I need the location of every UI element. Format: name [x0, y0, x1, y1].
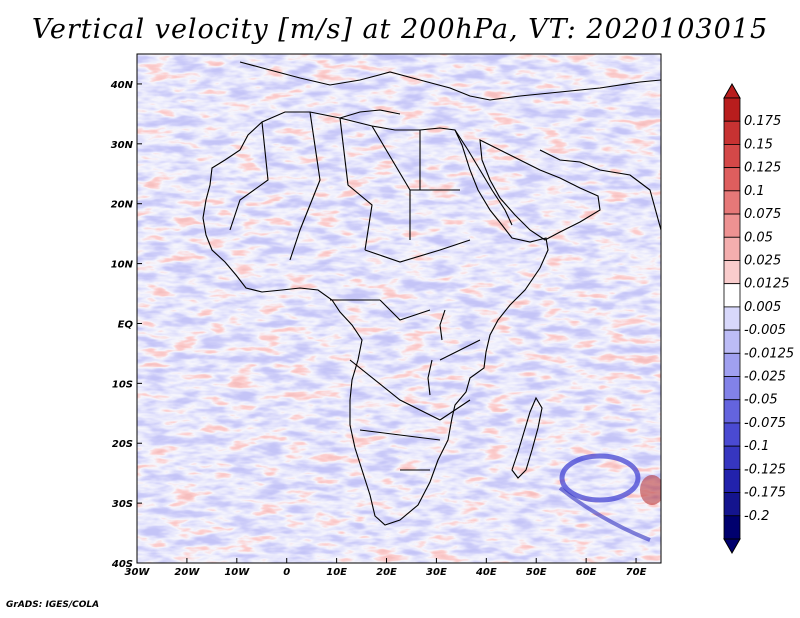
lat-label: 20S — [112, 439, 133, 450]
lat-label: 40N — [110, 80, 134, 91]
colorbar-label: 0.15 — [744, 137, 773, 152]
lat-label: 10S — [112, 379, 133, 390]
colorbar-swatch — [723, 445, 741, 470]
colorbar-swatch — [723, 515, 741, 540]
colorbar-label: -0.075 — [744, 416, 786, 431]
colorbar-swatch — [723, 376, 741, 401]
colorbar-swatch — [723, 422, 741, 447]
colorbar-label: -0.2 — [744, 509, 769, 524]
lon-label: 30W — [125, 567, 151, 578]
colorbar-swatch — [723, 468, 741, 493]
colorbar-swatch — [723, 329, 741, 354]
colorbar-label: -0.0125 — [744, 346, 794, 361]
lon-label: 60E — [576, 567, 597, 578]
colorbar-label: 0.1 — [744, 184, 765, 199]
lon-label: 30E — [426, 567, 447, 578]
grads-footer: GrADS: IGES/COLA — [6, 600, 100, 610]
colorbar-label: -0.025 — [744, 370, 786, 385]
colorbar: 0.175 0.15 0.125 0.1 0.075 0.05 0.025 0.0125 0.0… — [723, 82, 794, 555]
colorbar-label: 0.125 — [744, 161, 781, 176]
colorbar-label: -0.1 — [744, 439, 769, 454]
colorbar-swatch — [723, 167, 741, 192]
coastlines — [202, 61, 661, 526]
lon-label: 20W — [174, 567, 200, 578]
lon-label: 20E — [376, 567, 397, 578]
plot-frame — [136, 53, 662, 564]
lon-label: 10E — [326, 567, 347, 578]
colorbar-label: 0.05 — [744, 230, 773, 245]
lat-label: 30S — [112, 499, 133, 510]
velocity-field — [137, 54, 661, 563]
colorbar-swatch — [723, 352, 741, 377]
colorbar-bottom-arrow — [723, 538, 741, 555]
lat-label: 40S — [111, 559, 133, 570]
colorbar-swatch — [723, 120, 741, 145]
colorbar-label: -0.175 — [744, 486, 786, 501]
colorbar-swatch — [723, 236, 741, 261]
lon-label: 50E — [526, 567, 547, 578]
colorbar-swatch — [723, 144, 741, 169]
map-title: Vertical velocity [m/s] at 200hPa, VT: 2… — [31, 14, 769, 45]
lat-label: EQ — [118, 319, 134, 330]
colorbar-swatch — [723, 97, 741, 122]
colorbar-swatch — [723, 260, 741, 285]
lon-label: 10W — [224, 567, 250, 578]
colorbar-label: 0.175 — [744, 114, 781, 129]
colorbar-swatch — [723, 213, 741, 238]
map-axes: 30W 20W 10W 0 10E 20E 30E 40E 50E 60E 70E 40N 30N 20N… — [110, 80, 647, 578]
lat-label: 20N — [111, 200, 134, 211]
colorbar-label: 0.025 — [744, 253, 781, 268]
colorbar-label: -0.05 — [744, 393, 778, 408]
lon-label: 0 — [283, 567, 290, 578]
colorbar-swatch — [723, 492, 741, 517]
colorbar-label: -0.005 — [744, 323, 786, 338]
colorbar-swatch — [723, 399, 741, 424]
colorbar-label: -0.125 — [744, 462, 786, 477]
colorbar-top-arrow — [723, 82, 741, 99]
lon-label: 70E — [626, 567, 647, 578]
colorbar-label: 0.075 — [744, 207, 781, 222]
lon-label: 40E — [475, 567, 497, 578]
lat-label: 30N — [111, 140, 134, 151]
colorbar-swatch — [723, 283, 741, 308]
colorbar-label: 0.0125 — [744, 277, 790, 292]
colorbar-label: 0.005 — [744, 300, 781, 315]
lat-label: 10N — [111, 260, 134, 271]
colorbar-swatch — [723, 306, 741, 331]
colorbar-swatch — [723, 190, 741, 215]
